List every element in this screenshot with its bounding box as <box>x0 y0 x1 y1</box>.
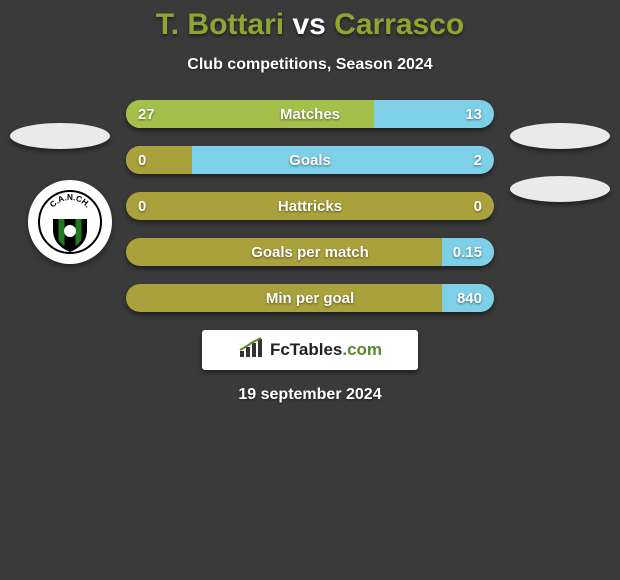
player2-club-ellipse-2 <box>510 176 610 202</box>
stat-label: Goals <box>126 146 494 174</box>
date-text: 19 september 2024 <box>0 386 620 404</box>
stat-label: Matches <box>126 100 494 128</box>
player1-club-ellipse <box>10 123 110 149</box>
stat-label: Goals per match <box>126 238 494 266</box>
badge-outer-circle: C.A.N.CH. <box>28 180 112 264</box>
stat-right-value: 0 <box>474 192 482 220</box>
player2-club-ellipse-1 <box>510 123 610 149</box>
badge-shield-icon: C.A.N.CH. <box>38 190 102 254</box>
comparison-title: T. Bottari vs Carrasco <box>0 8 620 42</box>
vs-text: vs <box>292 8 325 41</box>
stat-label: Min per goal <box>126 284 494 312</box>
fctables-logo[interactable]: FcTables.com <box>202 330 418 370</box>
stat-bar: Min per goal840 <box>126 284 494 312</box>
stat-right-value: 840 <box>457 284 482 312</box>
stat-right-value: 2 <box>474 146 482 174</box>
logo-domain: .com <box>342 340 382 359</box>
stat-bar: Goals per match0.15 <box>126 238 494 266</box>
logo-brand: FcTables <box>270 340 342 359</box>
stat-left-value: 0 <box>138 146 146 174</box>
subtitle: Club competitions, Season 2024 <box>0 56 620 74</box>
stat-bars-container: Matches2713Goals02Hattricks00Goals per m… <box>126 100 494 312</box>
stat-left-value: 27 <box>138 100 155 128</box>
logo-text: FcTables.com <box>270 340 382 360</box>
club-badge: C.A.N.CH. <box>28 180 112 264</box>
stat-bar: Goals0 2 <box>126 146 494 174</box>
stat-bar: Matches27 13 <box>126 100 494 128</box>
stat-label: Hattricks <box>126 192 494 220</box>
stat-right-value: 0.15 <box>453 238 482 266</box>
player1-name: T. Bottari <box>156 8 284 41</box>
stat-left-value: 0 <box>138 192 146 220</box>
stat-right-value: 13 <box>465 100 482 128</box>
player2-name: Carrasco <box>334 8 464 41</box>
chart-icon <box>238 337 264 364</box>
stat-bar: Hattricks0 0 <box>126 192 494 220</box>
